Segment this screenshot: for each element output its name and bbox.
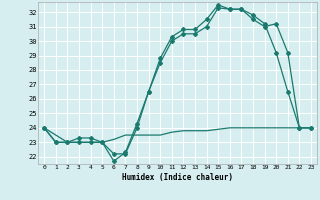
X-axis label: Humidex (Indice chaleur): Humidex (Indice chaleur)	[122, 173, 233, 182]
